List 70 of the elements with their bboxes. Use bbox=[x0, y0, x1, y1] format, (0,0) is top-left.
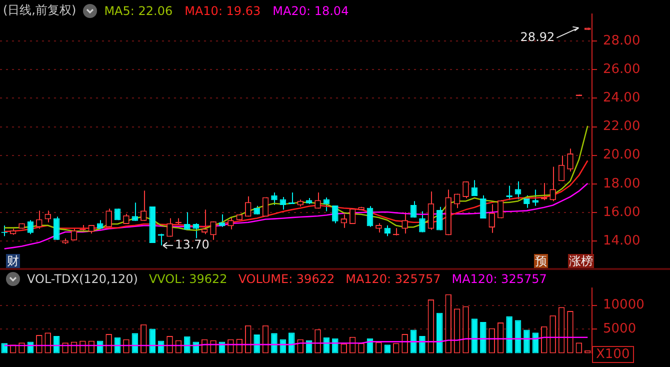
candlestick bbox=[349, 208, 356, 224]
text: MA120: 325757 bbox=[346, 272, 441, 286]
bar bbox=[254, 334, 260, 354]
candlestick bbox=[462, 180, 469, 199]
y-tick-label: 14.00 bbox=[603, 234, 640, 249]
bar bbox=[184, 336, 190, 354]
candlestick bbox=[376, 222, 382, 234]
annotation: 13.70 bbox=[175, 238, 210, 252]
candlestick bbox=[323, 197, 330, 212]
candlestick bbox=[280, 196, 286, 210]
candlestick bbox=[558, 155, 565, 182]
candlestick bbox=[332, 205, 338, 224]
bar bbox=[271, 333, 278, 354]
candlestick bbox=[27, 220, 34, 235]
candlestick bbox=[567, 148, 574, 172]
bar bbox=[524, 330, 530, 354]
bar bbox=[480, 322, 486, 354]
text: 财 bbox=[6, 254, 20, 268]
bar bbox=[96, 340, 104, 354]
text: MA20: 18.04 bbox=[272, 4, 349, 18]
y-tick-label: 18.00 bbox=[603, 176, 640, 192]
y-tick-label: 5000 bbox=[603, 322, 636, 337]
y-tick-label: 20.00 bbox=[603, 148, 640, 163]
candlestick bbox=[480, 194, 486, 220]
candlestick bbox=[497, 200, 504, 219]
y-tick-label: 28.00 bbox=[603, 33, 640, 48]
y-tick-label: 16.00 bbox=[603, 204, 640, 220]
candlestick bbox=[166, 218, 173, 238]
candlestick bbox=[192, 222, 200, 239]
candlestick bbox=[53, 216, 60, 240]
text: MA10: 19.63 bbox=[184, 4, 261, 18]
y-axis-title: X100 bbox=[592, 346, 634, 363]
bar bbox=[288, 332, 295, 354]
y-tick-label: 22.00 bbox=[603, 119, 640, 134]
text: MA5: 22.06 bbox=[104, 4, 173, 18]
bar bbox=[506, 316, 512, 354]
candlestick bbox=[271, 192, 278, 206]
candlestick bbox=[184, 212, 190, 230]
candlestick bbox=[410, 200, 417, 218]
candlestick bbox=[419, 210, 426, 233]
candlestick bbox=[244, 196, 252, 218]
candlestick bbox=[228, 217, 234, 230]
y-tick-label: 26.00 bbox=[603, 62, 640, 77]
candlestick bbox=[132, 202, 138, 222]
bar bbox=[436, 312, 443, 354]
candlestick bbox=[340, 214, 348, 228]
bar bbox=[149, 328, 156, 354]
chart-title: (日线,前复权) bbox=[3, 2, 76, 19]
y-tick-label: 10000 bbox=[603, 298, 644, 313]
candlestick bbox=[106, 208, 112, 228]
candlestick bbox=[550, 166, 556, 202]
text: VVOL: 39622 bbox=[148, 272, 228, 286]
annotation: 28.92 bbox=[520, 30, 555, 44]
candlestick bbox=[428, 191, 434, 230]
candlestick bbox=[201, 209, 208, 235]
text: MA120: 325757 bbox=[452, 272, 547, 286]
candlestick bbox=[436, 206, 443, 231]
text: VOLUME: 39622 bbox=[238, 272, 335, 286]
text: 涨榜 bbox=[568, 254, 594, 268]
text: 预 bbox=[534, 254, 548, 268]
candlestick bbox=[44, 210, 52, 223]
candlestick bbox=[514, 180, 522, 200]
candlestick bbox=[366, 206, 374, 228]
candlestick bbox=[488, 204, 496, 234]
candlestick bbox=[210, 220, 216, 240]
candlestick bbox=[471, 180, 478, 196]
bar bbox=[419, 336, 426, 354]
y-tick-label: 24.00 bbox=[603, 90, 640, 106]
candlestick bbox=[288, 192, 295, 204]
text: VOL-TDX(120,120) bbox=[27, 272, 138, 286]
